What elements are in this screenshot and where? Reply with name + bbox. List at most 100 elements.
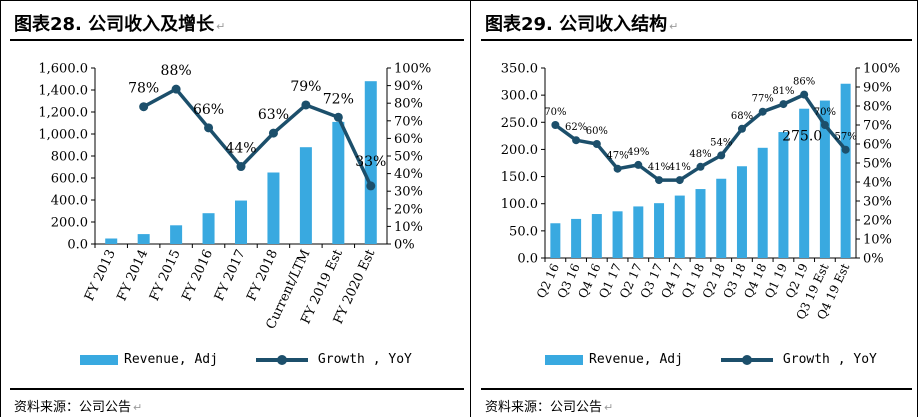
growth-data-label: 77%: [752, 94, 774, 105]
y-tick-label: 50.0: [509, 224, 538, 239]
growth-data-label: 41%: [669, 162, 691, 173]
growth-line: [142, 87, 373, 187]
growth-data-label: 60%: [586, 126, 608, 137]
bar: [674, 195, 685, 258]
y2-tick-label: 50%: [394, 150, 423, 165]
growth-data-label: 70%: [544, 107, 566, 118]
legend-line-swatch: [255, 354, 308, 365]
bar-data-label: 275.0: [782, 129, 822, 145]
bar: [105, 238, 118, 244]
growth-point: [204, 123, 214, 133]
growth-data-label: 88%: [161, 63, 192, 79]
edit-mark: ↵: [216, 20, 226, 33]
x-category-label: FY 2016: [179, 247, 216, 303]
y2-tick-label: 0%: [863, 252, 884, 267]
y2-tick-label: 50%: [863, 157, 892, 172]
x-category-label: FY 2013: [82, 247, 119, 303]
growth-data-label: 79%: [290, 79, 321, 95]
y-tick-label: 0.0: [517, 252, 538, 267]
growth-point: [737, 124, 746, 133]
chart-title-left: 图表28. 公司收入及增长 ↵: [14, 14, 226, 35]
growth-data-label: 81%: [772, 86, 794, 97]
y2-tick-label: 100%: [394, 62, 431, 77]
bar: [736, 166, 747, 258]
bar: [267, 172, 280, 244]
growth-data-label: 49%: [627, 147, 649, 158]
growth-point: [551, 121, 560, 129]
bar: [550, 223, 561, 258]
legend-left: Revenue, Adj Growth , YoY: [80, 352, 412, 367]
y2-tick-label: 70%: [863, 119, 892, 134]
bar: [170, 225, 183, 244]
chart-title-right: 图表29. 公司收入结构 ↵: [485, 14, 679, 35]
bar: [202, 213, 215, 244]
y-tick-label: 1,600.0: [38, 62, 88, 77]
y2-tick-label: 20%: [394, 202, 423, 217]
y-tick-label: 800.0: [51, 150, 88, 165]
growth-point: [171, 84, 181, 94]
bar: [633, 206, 644, 258]
growth-data-label: 47%: [606, 151, 628, 162]
y-tick-label: 0.0: [67, 238, 88, 253]
x-category-label: FY 2017: [212, 247, 249, 303]
y2-tick-label: 30%: [394, 185, 423, 200]
bar: [364, 81, 377, 244]
growth-point: [366, 181, 376, 191]
y2-tick-label: 80%: [863, 100, 892, 115]
y2-tick-label: 90%: [394, 79, 423, 94]
bar: [235, 200, 247, 244]
legend-right: Revenue, Adj Growth , YoY: [545, 352, 877, 367]
bar: [757, 147, 768, 258]
bar: [840, 83, 851, 258]
edit-mark: ↵: [133, 401, 143, 414]
source-note-right: 资料来源：公司公告 ↵: [485, 400, 614, 415]
y-tick-label: 300.0: [501, 89, 538, 104]
growth-point: [758, 107, 767, 116]
bar: [332, 121, 345, 244]
y2-tick-label: 60%: [863, 138, 892, 153]
legend-line-swatch: [720, 354, 773, 365]
x-category-label: FY 2014: [115, 247, 152, 303]
bar: [299, 147, 312, 244]
growth-data-label: 48%: [689, 149, 711, 160]
growth-point: [841, 145, 850, 154]
bar: [612, 211, 623, 258]
title-rule-right: [481, 39, 912, 41]
growth-point: [800, 90, 809, 99]
growth-point: [268, 128, 278, 138]
y-tick-label: 200.0: [51, 216, 88, 231]
source-note-left: 资料来源：公司公告 ↵: [14, 400, 143, 415]
bar: [137, 234, 150, 244]
bar: [591, 214, 602, 258]
edit-mark: ↵: [669, 20, 679, 33]
y-tick-label: 1,000.0: [38, 128, 88, 143]
chart-right: 0.0 50.0 100.0 150.0 200.0 250.0 300.0 350.0 0% 1…: [501, 62, 900, 322]
y-tick-label: 600.0: [51, 172, 88, 187]
panel-revenue-structure: 图表29. 公司收入结构 ↵ 0.0 50.0 100.0 150.0 200.0 250.…: [471, 0, 918, 417]
bar: [716, 178, 727, 258]
growth-data-label: 70%: [814, 107, 836, 118]
source-rule-right: [481, 388, 912, 390]
growth-data-label: 66%: [193, 102, 224, 118]
chart-left: 0.0 200.0 400.0 600.0 800.0 1,000.0 1,200.0 1,4…: [38, 62, 431, 332]
y2-tick-label: 40%: [863, 176, 892, 191]
y2-tick-label: 70%: [394, 114, 423, 129]
y2-tick-label: 20%: [863, 214, 892, 229]
growth-point: [139, 102, 149, 112]
bar: [695, 189, 706, 258]
bar: [819, 100, 830, 258]
growth-point: [696, 162, 705, 171]
y2-tick-label: 40%: [394, 167, 423, 182]
growth-data-label: 57%: [835, 132, 857, 143]
y2-tick-label: 100%: [863, 62, 900, 77]
y2-tick-label: 60%: [394, 132, 423, 147]
growth-data-label: 54%: [710, 137, 732, 148]
growth-data-label: 63%: [258, 107, 289, 123]
growth-point: [613, 164, 622, 173]
y-tick-label: 1,400.0: [38, 84, 88, 99]
y-tick-label: 1,200.0: [38, 106, 88, 121]
growth-point: [717, 151, 726, 160]
growth-point: [634, 160, 643, 169]
bar: [654, 203, 665, 258]
y2-tick-label: 90%: [863, 81, 892, 96]
